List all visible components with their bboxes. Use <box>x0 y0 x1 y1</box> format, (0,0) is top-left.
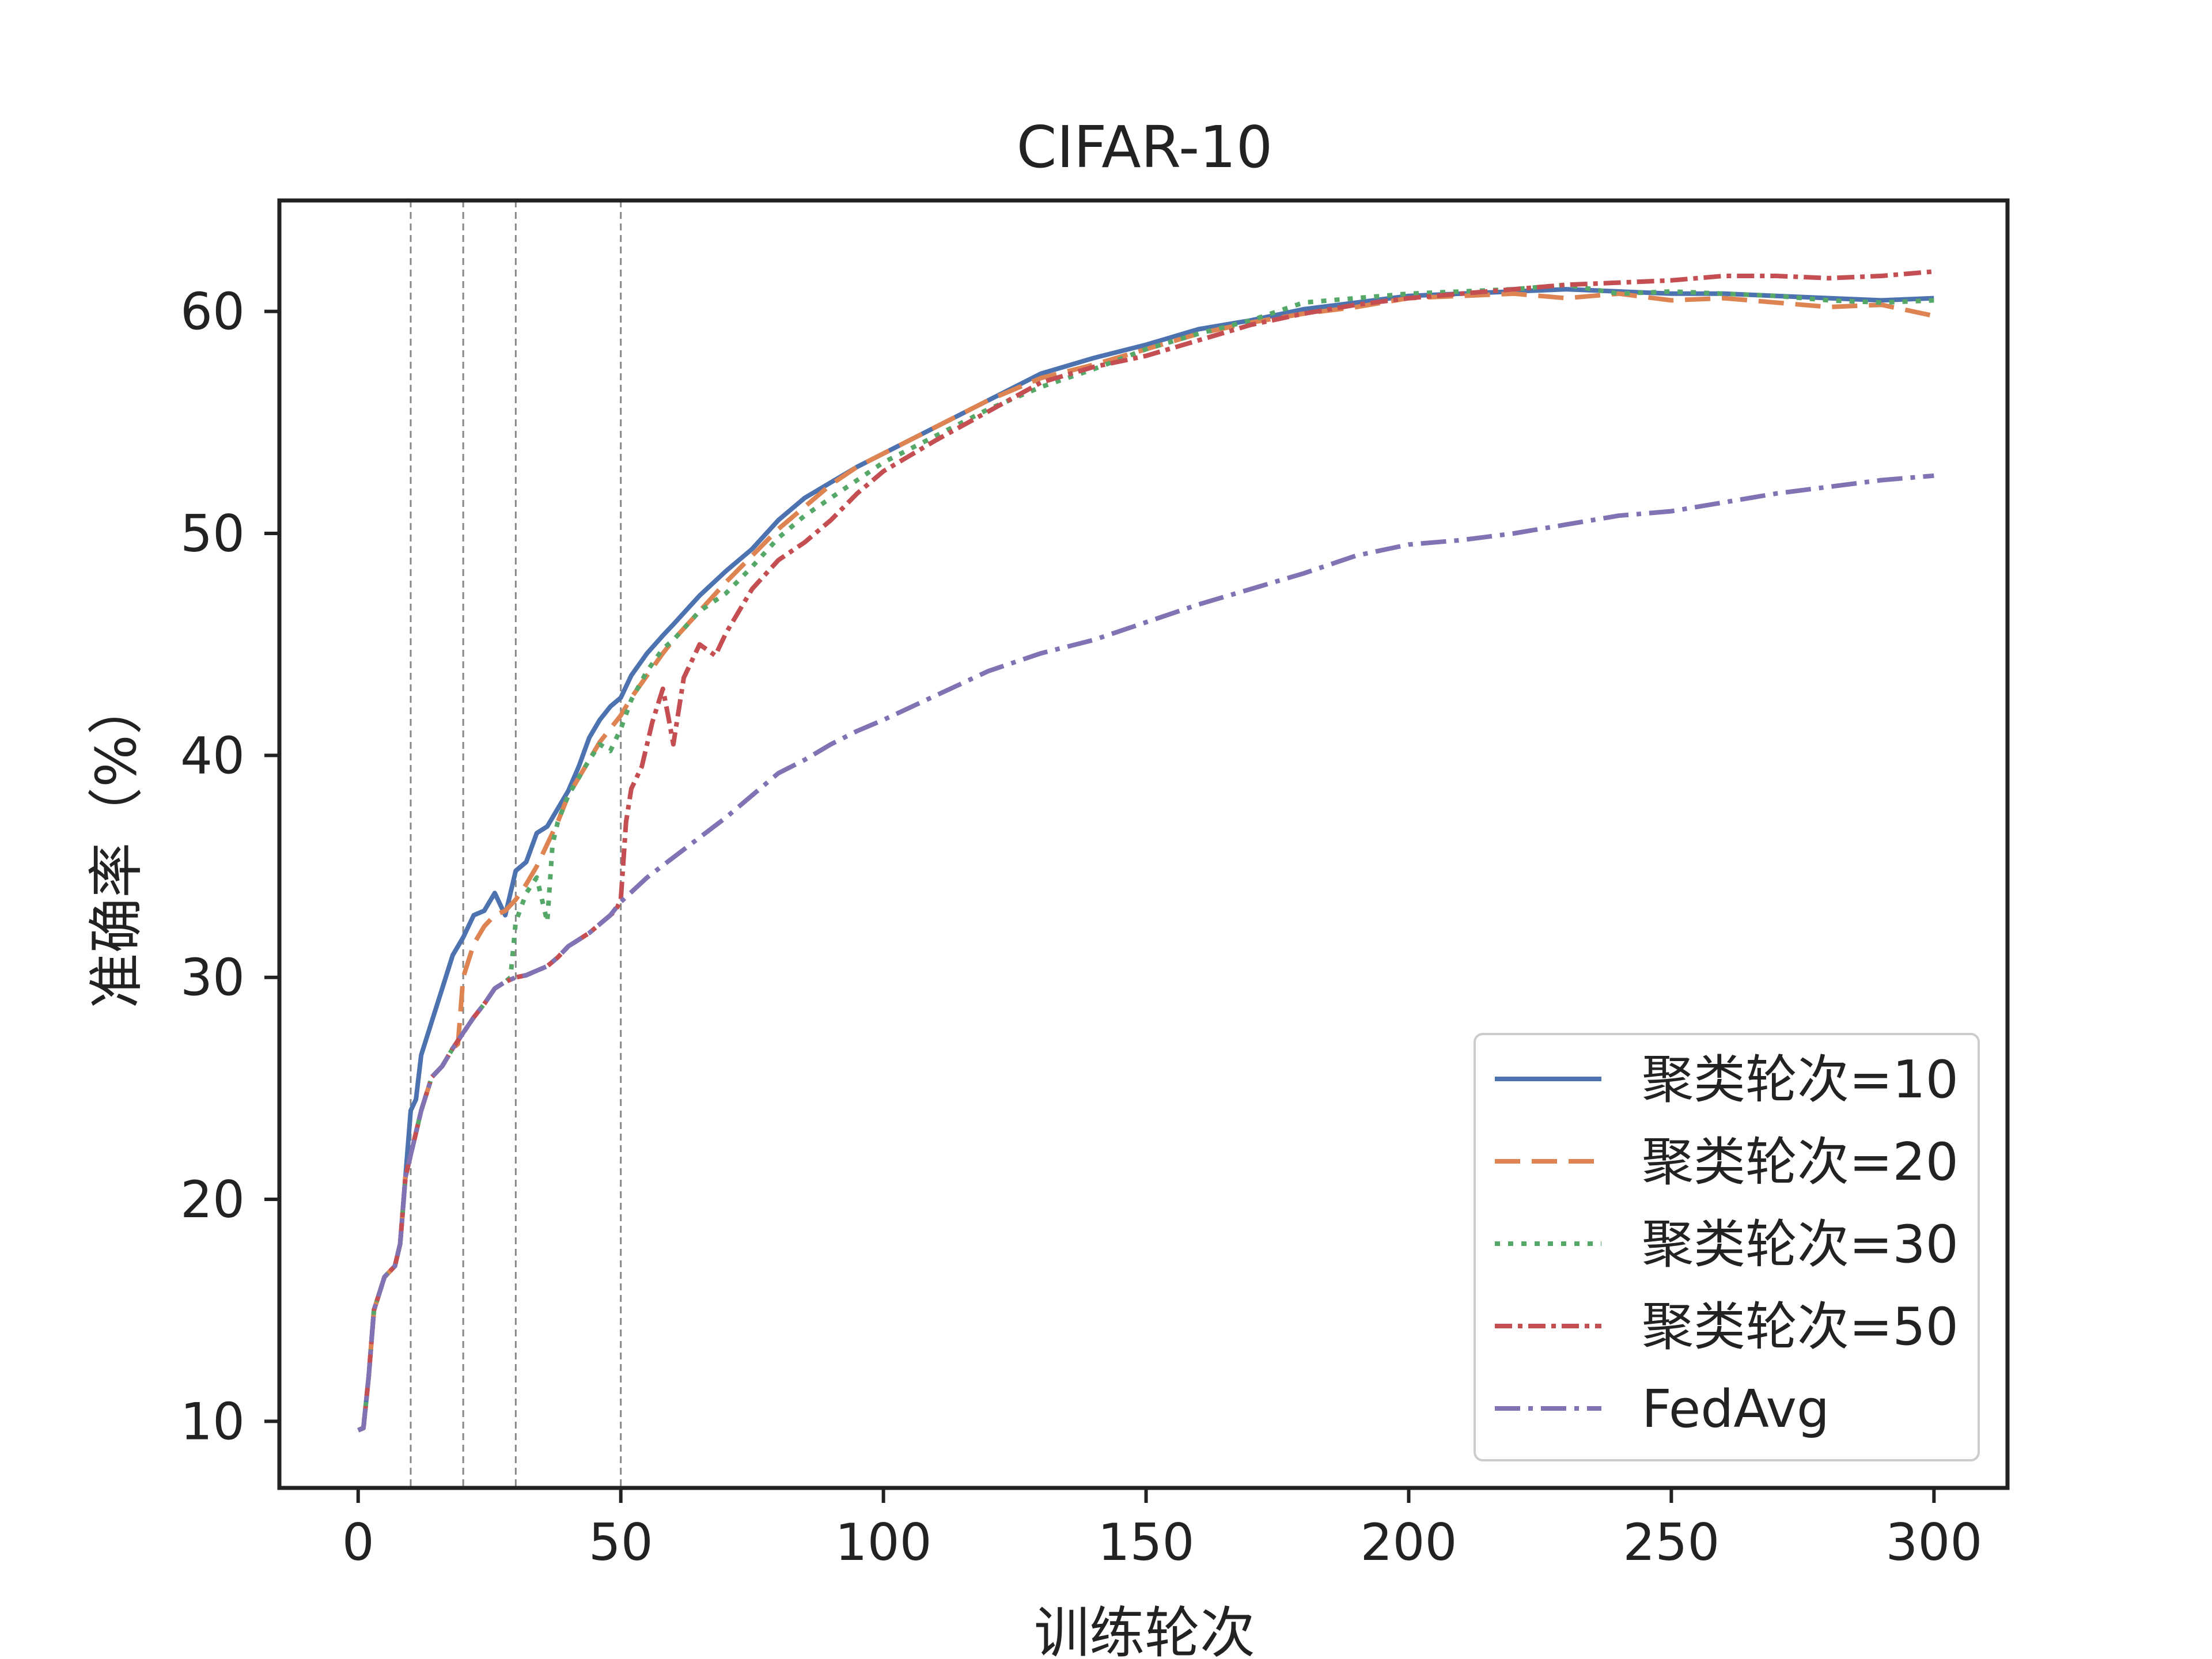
x-axis: 0 50 100 150 200 250 300 <box>342 1488 1982 1572</box>
x-tick-label: 150 <box>1098 1513 1195 1572</box>
y-axis-label: 准确率（%） <box>84 679 149 1008</box>
y-tick-label: 30 <box>180 948 245 1007</box>
legend-label: 聚类轮次=50 <box>1642 1297 1959 1357</box>
chart-title: CIFAR-10 <box>1017 113 1273 181</box>
legend-label: FedAvg <box>1642 1379 1830 1440</box>
x-tick-label: 250 <box>1623 1513 1719 1572</box>
y-tick-label: 10 <box>180 1392 245 1451</box>
y-tick-label: 40 <box>180 726 245 785</box>
legend-label: 聚类轮次=30 <box>1642 1214 1959 1275</box>
y-tick-label: 50 <box>180 504 245 563</box>
y-tick-label: 20 <box>180 1170 245 1229</box>
legend-label: 聚类轮次=20 <box>1642 1132 1959 1192</box>
x-axis-label: 训练轮次 <box>1034 1601 1255 1659</box>
x-tick-label: 300 <box>1885 1513 1982 1572</box>
y-axis: 10 20 30 40 50 60 <box>180 282 279 1451</box>
y-tick-label: 60 <box>180 282 245 342</box>
x-tick-label: 200 <box>1361 1513 1457 1572</box>
plot-frame <box>277 198 2010 1490</box>
plot-area <box>357 200 1935 1488</box>
x-tick-label: 100 <box>835 1513 932 1572</box>
x-tick-label: 50 <box>589 1513 653 1572</box>
legend-box <box>1474 1033 1980 1461</box>
x-tick-label: 0 <box>342 1513 374 1572</box>
legend-label: 聚类轮次=10 <box>1642 1050 1959 1110</box>
series-line <box>357 473 1934 1433</box>
legend: 聚类轮次=10 聚类轮次=20 聚类轮次=30 聚类轮次=50 FedAvg <box>1474 1033 1980 1461</box>
series-line <box>357 287 1934 1433</box>
